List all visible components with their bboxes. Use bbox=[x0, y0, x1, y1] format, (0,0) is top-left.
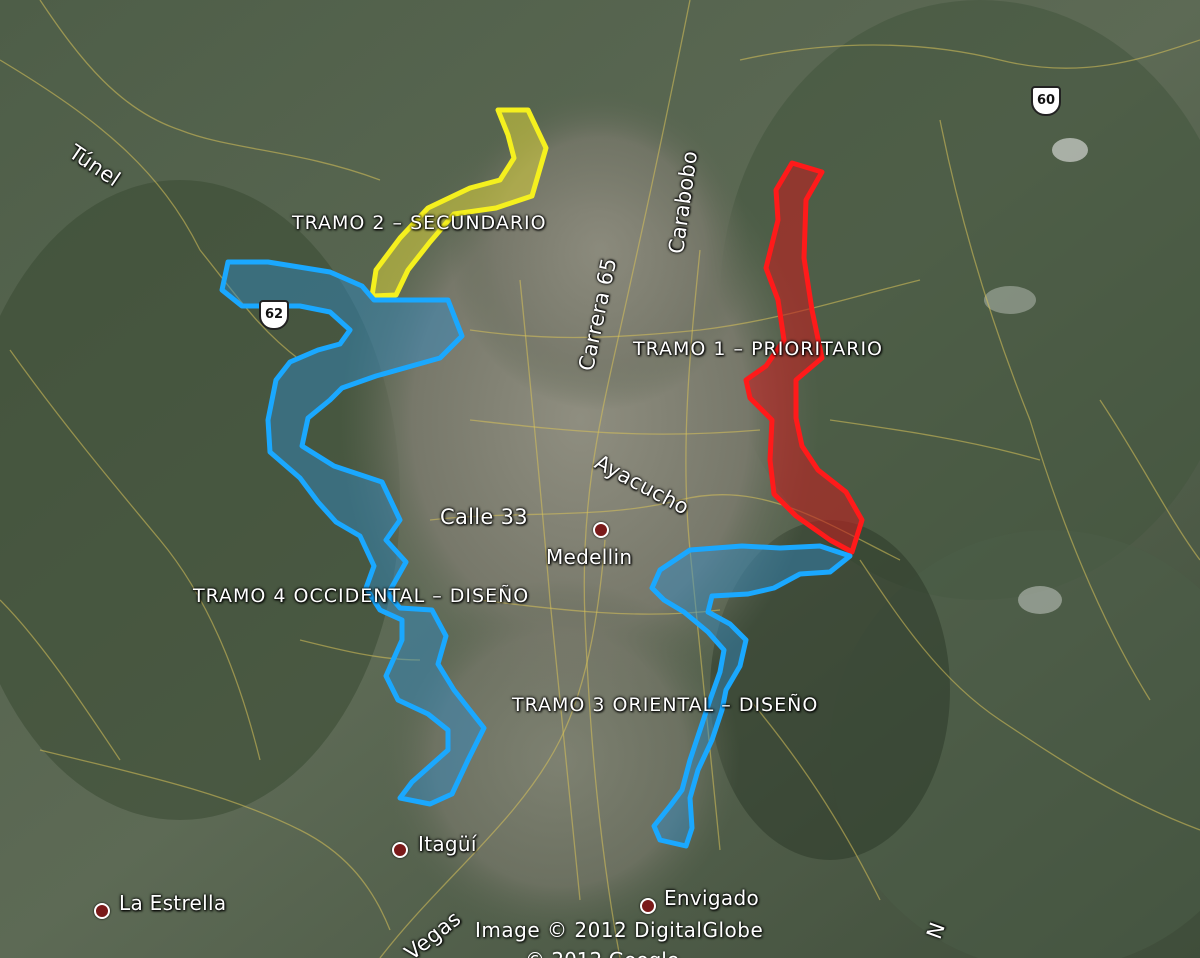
tramo-1-label: TRAMO 1 – PRIORITARIO bbox=[633, 338, 884, 360]
place-marker-icon[interactable] bbox=[94, 903, 110, 919]
route-60-shield-icon: 60 bbox=[1031, 86, 1061, 116]
route-62-shield-icon: 62 bbox=[259, 300, 289, 330]
tramo-4-label: TRAMO 4 OCCIDENTAL – DISEÑO bbox=[193, 585, 530, 607]
place-label-itagui: Itagüí bbox=[418, 832, 477, 856]
google-credit: © 2012 Google bbox=[525, 948, 679, 958]
road-label-calle-33: Calle 33 bbox=[440, 505, 528, 529]
tramo-3-route[interactable] bbox=[649, 543, 853, 849]
tramo-1-route[interactable] bbox=[743, 160, 865, 555]
place-marker-icon[interactable] bbox=[640, 898, 656, 914]
place-label-medellin: Medellin bbox=[546, 545, 633, 569]
imagery-credit: Image © 2012 DigitalGlobe bbox=[475, 918, 764, 942]
place-label-la-estrella: La Estrella bbox=[119, 891, 227, 915]
tramo-4-route[interactable] bbox=[219, 259, 487, 807]
tramo-2-route[interactable] bbox=[369, 107, 549, 299]
place-marker-icon[interactable] bbox=[392, 842, 408, 858]
place-marker-icon[interactable] bbox=[593, 522, 609, 538]
tramo-3-label: TRAMO 3 ORIENTAL – DISEÑO bbox=[512, 694, 819, 716]
place-label-envigado: Envigado bbox=[664, 886, 759, 910]
tramo-2-label: TRAMO 2 – SECUNDARIO bbox=[292, 212, 547, 234]
